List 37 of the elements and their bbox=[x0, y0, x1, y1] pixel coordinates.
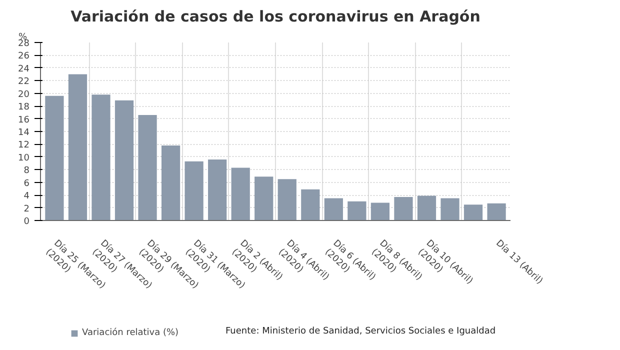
bar bbox=[394, 196, 413, 220]
bar bbox=[114, 100, 134, 220]
y-tick-label: 0 bbox=[24, 217, 30, 227]
bar bbox=[370, 202, 390, 220]
bar bbox=[184, 161, 204, 220]
bar bbox=[487, 203, 506, 220]
chart-title: Variación de casos de los coronavirus en Aragón bbox=[70, 8, 480, 26]
bar bbox=[278, 179, 296, 220]
bar bbox=[92, 94, 110, 220]
bar bbox=[138, 114, 157, 220]
legend-label: Variación relativa (%) bbox=[82, 328, 179, 338]
y-tick-label: 6 bbox=[24, 178, 30, 189]
bar bbox=[45, 96, 64, 220]
bar bbox=[440, 198, 460, 220]
y-tick-label: 12 bbox=[18, 140, 30, 151]
bar bbox=[324, 198, 343, 220]
bar bbox=[68, 74, 88, 220]
bar bbox=[208, 159, 227, 220]
bar bbox=[417, 196, 436, 220]
y-tick-label: 24 bbox=[18, 64, 30, 74]
y-tick-label: 22 bbox=[18, 77, 30, 88]
source-note: Fuente: Ministerio de Sanidad, Servicios Sociales e Igualdad bbox=[226, 326, 496, 336]
y-tick-label: 4 bbox=[24, 192, 30, 202]
y-tick-label: 20 bbox=[18, 90, 30, 100]
y-tick-label: 8 bbox=[24, 166, 30, 176]
y-tick-label: 16 bbox=[18, 115, 30, 126]
bar bbox=[254, 176, 274, 220]
bar bbox=[161, 145, 180, 220]
y-tick-label: 18 bbox=[18, 102, 30, 113]
bar bbox=[348, 201, 366, 220]
y-tick-label: 26 bbox=[18, 52, 30, 62]
y-tick-label: 14 bbox=[18, 128, 30, 138]
y-tick-label: 10 bbox=[18, 153, 30, 164]
bar bbox=[231, 168, 250, 220]
bar bbox=[301, 189, 320, 220]
y-tick-label: 2 bbox=[24, 204, 30, 214]
bar bbox=[464, 204, 483, 220]
